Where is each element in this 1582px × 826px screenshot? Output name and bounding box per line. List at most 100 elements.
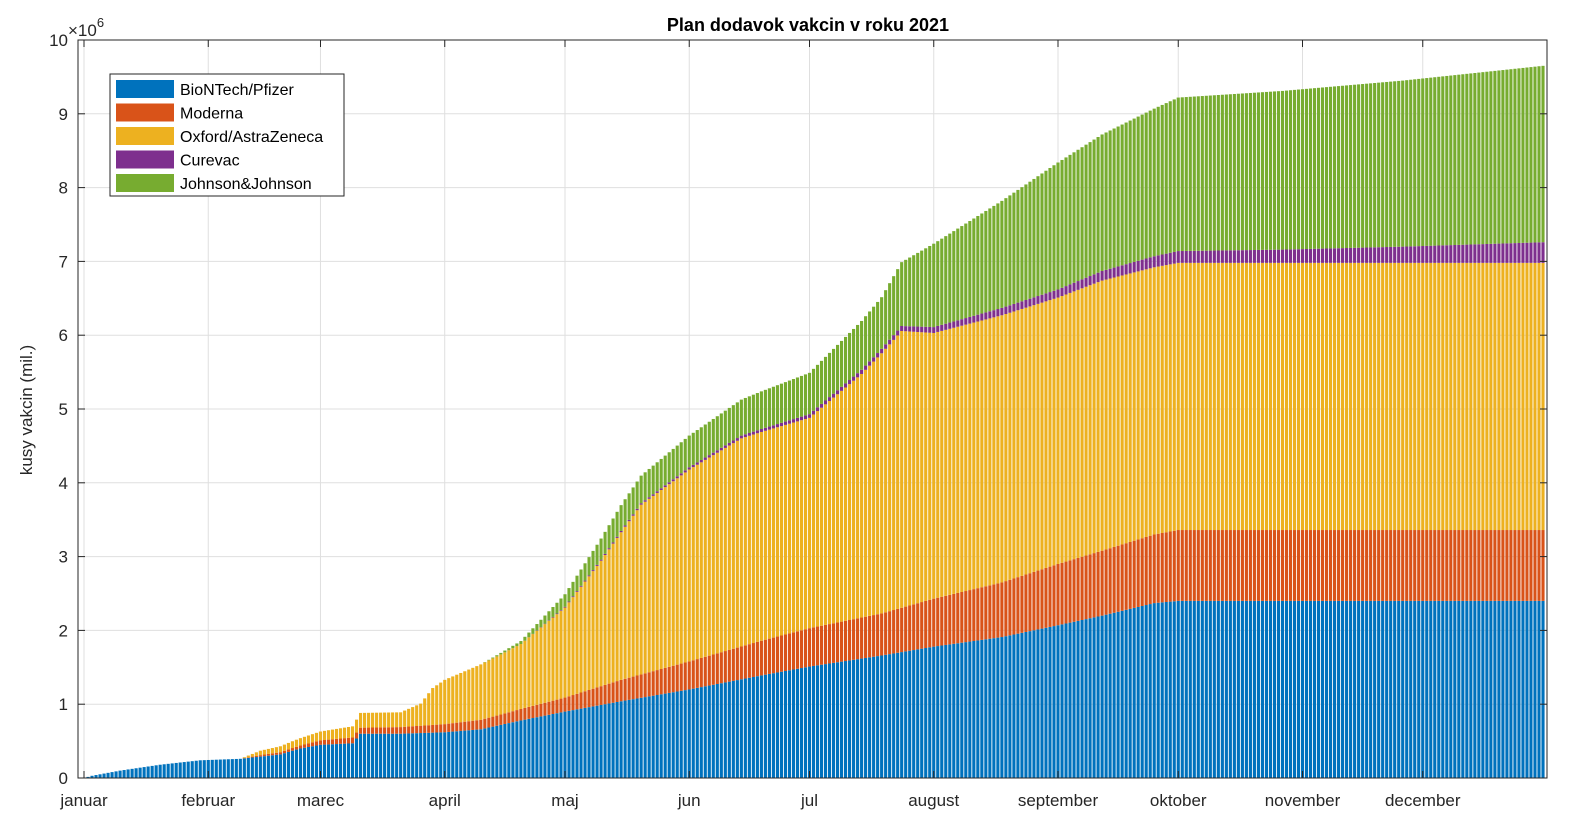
bar-segment <box>427 732 431 778</box>
bar-segment <box>667 452 671 483</box>
bar-segment <box>1160 265 1164 533</box>
bar-segment <box>282 744 286 751</box>
bar-segment <box>775 672 779 778</box>
bar-segment <box>940 324 944 331</box>
bar-segment <box>1421 600 1425 778</box>
bar-segment <box>1521 530 1525 601</box>
bar-segment <box>1413 530 1417 601</box>
bar-segment <box>739 399 743 436</box>
bar-segment <box>479 729 483 778</box>
bar-segment <box>322 730 327 740</box>
bar-segment <box>783 382 788 422</box>
bar-segment <box>1369 262 1373 531</box>
bar-segment <box>707 655 711 686</box>
y-exponent-base: ×10 <box>68 21 97 40</box>
bar-segment <box>1425 245 1429 263</box>
bar-segment <box>262 754 266 757</box>
bar-segment <box>1104 269 1108 280</box>
bar-segment <box>1252 530 1256 601</box>
bar-segment <box>1044 293 1048 302</box>
bar-segment <box>230 759 234 778</box>
bar-segment <box>1000 637 1004 778</box>
bar-segment <box>1268 249 1273 263</box>
bar-segment <box>835 344 840 391</box>
bar-segment <box>270 755 274 778</box>
y-tick-label: 0 <box>59 769 68 788</box>
bar-segment <box>747 644 751 678</box>
bar-segment <box>992 205 996 311</box>
bar-segment <box>1184 600 1188 778</box>
bar-segment <box>1176 97 1180 252</box>
bar-segment <box>1349 85 1353 248</box>
bar-segment <box>575 575 579 592</box>
bar-segment <box>1196 262 1200 531</box>
bar-segment <box>1509 530 1513 601</box>
bar-segment <box>110 772 114 778</box>
bar-segment <box>839 661 844 778</box>
bar-segment <box>884 612 888 655</box>
bar-segment <box>1012 311 1016 579</box>
bar-segment <box>491 716 495 727</box>
bar-segment <box>815 665 820 778</box>
bar-segment <box>1128 273 1132 542</box>
bar-segment <box>523 640 527 708</box>
bar-segment <box>1457 244 1461 263</box>
bar-segment <box>342 738 347 744</box>
bar-segment <box>246 755 250 758</box>
bar-segment <box>1296 249 1301 263</box>
bar-segment <box>1501 600 1505 778</box>
bar-segment <box>274 754 278 778</box>
bar-segment <box>1389 262 1393 531</box>
bar-segment <box>1417 600 1421 778</box>
bar-segment <box>1104 132 1108 270</box>
bar-segment <box>619 679 623 702</box>
bar-segment <box>839 386 844 391</box>
bar-segment <box>1092 139 1096 275</box>
bar-segment <box>539 716 543 778</box>
bar-segment <box>563 607 567 698</box>
bar-segment <box>270 753 274 756</box>
bar-segment <box>411 733 415 778</box>
bar-segment <box>1144 258 1148 270</box>
bar-segment <box>334 744 339 778</box>
bar-segment <box>1192 530 1196 601</box>
bar-segment <box>803 629 808 668</box>
bar-segment <box>860 658 864 778</box>
bar-segment <box>1108 268 1112 279</box>
bar-segment <box>1477 72 1481 245</box>
bar-segment <box>864 316 868 366</box>
bar-segment <box>1144 605 1148 778</box>
bar-segment <box>980 213 984 314</box>
bar-segment <box>310 746 315 778</box>
bar-segment <box>876 357 880 615</box>
bar-segment <box>719 652 723 684</box>
bar-segment <box>896 330 900 336</box>
bar-segment <box>491 658 495 717</box>
bar-segment <box>1156 602 1160 778</box>
bar-segment <box>551 607 555 617</box>
bar-segment <box>1156 533 1160 603</box>
bar-segment <box>1092 617 1096 778</box>
bar-segment <box>355 732 359 739</box>
bar-segment <box>1449 530 1453 601</box>
bar-segment <box>803 374 808 416</box>
bar-segment <box>972 218 976 316</box>
bar-segment <box>896 608 900 653</box>
bar-segment <box>1052 298 1056 566</box>
bar-segment <box>563 606 567 608</box>
bar-segment <box>1357 262 1361 531</box>
bar-segment <box>479 719 483 730</box>
bar-segment <box>1312 530 1317 601</box>
bar-segment <box>1180 97 1184 252</box>
bar-segment <box>1268 600 1273 778</box>
bar-segment <box>218 759 222 778</box>
bar-segment <box>763 389 767 428</box>
bar-segment <box>359 712 363 728</box>
bar-segment <box>896 652 900 778</box>
bar-segment <box>727 445 731 650</box>
bar-segment <box>1260 600 1264 778</box>
bar-segment <box>330 744 335 778</box>
bar-segment <box>250 756 254 758</box>
bar-segment <box>1529 242 1533 263</box>
bar-segment <box>375 727 379 734</box>
